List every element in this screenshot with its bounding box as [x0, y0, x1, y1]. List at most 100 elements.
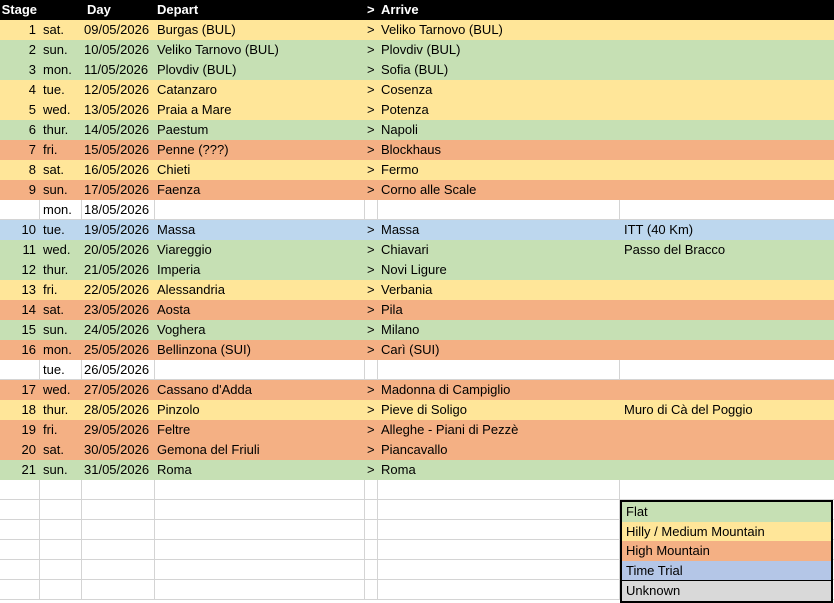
empty-cell[interactable] — [365, 480, 378, 500]
cell-stage-number[interactable]: 8 — [28, 162, 36, 177]
cell-arrive[interactable]: Napoli — [381, 122, 418, 137]
cell-depart[interactable]: Imperia — [157, 262, 201, 277]
cell-stage-number[interactable]: 17 — [21, 382, 36, 397]
cell-separator[interactable]: > — [367, 22, 375, 37]
cell-stage-number[interactable]: 16 — [21, 342, 36, 357]
cell-depart[interactable] — [155, 360, 365, 380]
empty-cell[interactable] — [155, 520, 365, 540]
cell-stage-number[interactable]: 2 — [28, 42, 36, 57]
cell-note[interactable] — [620, 260, 834, 280]
cell-day-name[interactable]: mon. — [43, 62, 72, 77]
cell-arrive[interactable]: Piancavallo — [381, 442, 448, 457]
cell-note[interactable] — [620, 60, 834, 80]
cell-stage-number[interactable]: 13 — [21, 282, 36, 297]
empty-cell[interactable] — [0, 580, 40, 600]
cell-depart[interactable]: Burgas (BUL) — [157, 22, 236, 37]
cell-day-name[interactable]: sat. — [43, 302, 64, 317]
empty-cell[interactable] — [82, 540, 155, 560]
cell-arrive[interactable]: Verbania — [381, 282, 433, 297]
cell-note[interactable] — [620, 140, 834, 160]
cell-depart[interactable]: Plovdiv (BUL) — [157, 62, 237, 77]
empty-cell[interactable] — [40, 560, 82, 580]
cell-arrive[interactable]: Chiavari — [381, 242, 429, 257]
cell-note[interactable]: Muro di Cà del Poggio — [624, 402, 753, 417]
cell-stage-number[interactable]: 21 — [21, 462, 36, 477]
empty-cell[interactable] — [82, 480, 155, 500]
cell-date[interactable]: 29/05/2026 — [84, 422, 150, 437]
cell-day-name[interactable]: sun. — [43, 182, 68, 197]
cell-day-name[interactable]: thur. — [43, 262, 69, 277]
cell-date[interactable]: 17/05/2026 — [84, 182, 150, 197]
cell-depart[interactable]: Aosta — [157, 302, 191, 317]
cell-stage-number[interactable]: 12 — [21, 262, 36, 277]
cell-date[interactable]: 10/05/2026 — [84, 42, 150, 57]
cell-date[interactable]: 28/05/2026 — [84, 402, 150, 417]
cell-date[interactable]: 16/05/2026 — [84, 162, 150, 177]
cell-date[interactable]: 19/05/2026 — [84, 222, 150, 237]
empty-cell[interactable] — [82, 500, 155, 520]
empty-cell[interactable] — [82, 520, 155, 540]
cell-date[interactable]: 26/05/2026 — [82, 360, 155, 380]
cell-note[interactable] — [620, 80, 834, 100]
cell-arrive[interactable]: Massa — [381, 222, 420, 237]
cell-note[interactable] — [620, 200, 834, 220]
cell-separator[interactable] — [365, 360, 378, 380]
cell-note[interactable]: ITT (40 Km) — [624, 222, 694, 237]
cell-depart[interactable]: Catanzaro — [157, 82, 217, 97]
empty-cell[interactable] — [155, 500, 365, 520]
cell-date[interactable]: 21/05/2026 — [84, 262, 150, 277]
cell-note[interactable] — [620, 120, 834, 140]
cell-stage-number[interactable]: 14 — [21, 302, 36, 317]
cell-day-name[interactable]: tue. — [40, 360, 82, 380]
cell-separator[interactable]: > — [367, 182, 375, 197]
cell-arrive[interactable]: Corno alle Scale — [381, 182, 477, 197]
cell-note[interactable] — [620, 440, 834, 460]
cell-arrive[interactable]: Plovdiv (BUL) — [381, 42, 461, 57]
cell-note[interactable] — [620, 20, 834, 40]
empty-cell[interactable] — [378, 480, 620, 500]
cell-stage-number[interactable]: 10 — [21, 222, 36, 237]
cell-day-name[interactable]: fri. — [43, 422, 58, 437]
cell-separator[interactable]: > — [367, 62, 375, 77]
empty-cell[interactable] — [40, 580, 82, 600]
cell-stage-number[interactable]: 19 — [21, 422, 36, 437]
cell-stage-number[interactable]: 11 — [22, 242, 37, 257]
cell-date[interactable]: 25/05/2026 — [84, 342, 150, 357]
cell-arrive[interactable]: Fermo — [381, 162, 419, 177]
empty-cell[interactable] — [40, 540, 82, 560]
cell-note[interactable] — [620, 280, 834, 300]
cell-date[interactable]: 23/05/2026 — [84, 302, 150, 317]
empty-cell[interactable] — [82, 560, 155, 580]
cell-depart[interactable] — [155, 200, 365, 220]
cell-separator[interactable]: > — [367, 342, 375, 357]
cell-date[interactable]: 20/05/2026 — [84, 242, 150, 257]
cell-note[interactable] — [620, 40, 834, 60]
empty-cell[interactable] — [155, 580, 365, 600]
cell-separator[interactable]: > — [367, 322, 375, 337]
empty-cell[interactable] — [40, 520, 82, 540]
cell-day-name[interactable]: sat. — [43, 162, 64, 177]
cell-stage-number[interactable]: 4 — [28, 82, 36, 97]
cell-arrive[interactable]: Novi Ligure — [381, 262, 447, 277]
cell-stage-number[interactable]: 15 — [21, 322, 36, 337]
empty-cell[interactable] — [0, 500, 40, 520]
cell-separator[interactable]: > — [367, 242, 375, 257]
empty-cell[interactable] — [378, 560, 620, 580]
cell-depart[interactable]: Alessandria — [157, 282, 225, 297]
empty-cell[interactable] — [378, 580, 620, 600]
cell-depart[interactable]: Roma — [157, 462, 192, 477]
cell-depart[interactable]: Viareggio — [157, 242, 212, 257]
cell-depart[interactable]: Penne (???) — [157, 142, 229, 157]
cell-day-name[interactable]: tue. — [43, 222, 65, 237]
cell-depart[interactable]: Bellinzona (SUI) — [157, 342, 251, 357]
cell-day-name[interactable]: sat. — [43, 22, 64, 37]
cell-note[interactable] — [620, 460, 834, 480]
empty-cell[interactable] — [365, 520, 378, 540]
cell-arrive[interactable]: Madonna di Campiglio — [381, 382, 511, 397]
empty-cell[interactable] — [378, 540, 620, 560]
cell-stage-number[interactable]: 20 — [21, 442, 36, 457]
cell-arrive[interactable]: Veliko Tarnovo (BUL) — [381, 22, 503, 37]
cell-separator[interactable]: > — [367, 222, 375, 237]
empty-cell[interactable] — [0, 540, 40, 560]
cell-note[interactable] — [620, 420, 834, 440]
